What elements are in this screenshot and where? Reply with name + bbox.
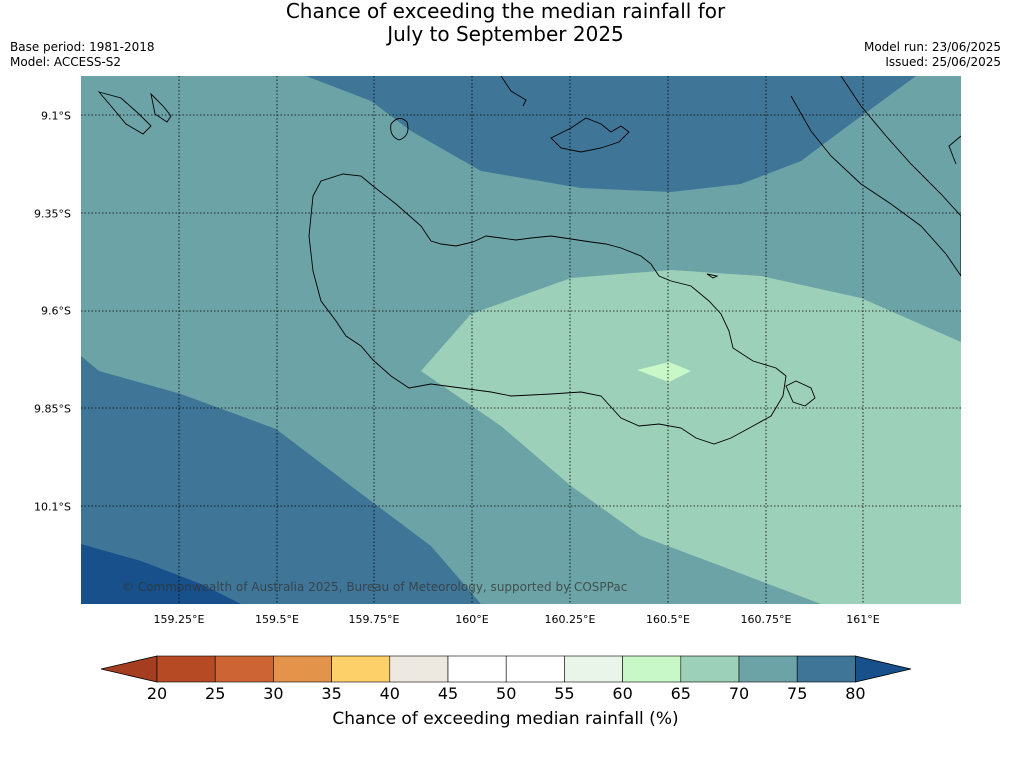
colorbar-tick-label: 55 xyxy=(554,684,575,703)
lon-label-159-5: 159.5°E xyxy=(255,613,299,626)
colorbar-segment xyxy=(273,655,332,683)
colorbar-segment xyxy=(564,655,623,683)
chart-title: Chance of exceeding the median rainfall … xyxy=(0,0,1011,46)
lat-label-9-85: 9.85°S xyxy=(34,402,71,416)
lat-label-9-35: 9.35°S xyxy=(34,207,71,221)
colorbar-tick-label: 70 xyxy=(728,684,750,703)
colorbar-tick-label: 75 xyxy=(787,684,808,703)
issued-date: Issued: 25/06/2025 xyxy=(885,55,1001,69)
colorbar xyxy=(100,655,912,683)
florida-islands xyxy=(550,117,630,153)
model-name: Model: ACCESS-S2 xyxy=(10,55,122,69)
lon-label-159-75: 159.75°E xyxy=(348,613,400,626)
lon-label-161: 161°E xyxy=(846,613,880,626)
model-run: Model run: 23/06/2025 xyxy=(863,40,1001,54)
band-60-65 xyxy=(637,362,691,382)
title-line-2: July to September 2025 xyxy=(387,22,624,46)
colorbar-tick-label: 60 xyxy=(612,684,633,703)
band-75-80-southwest xyxy=(81,356,481,604)
colorbar-segment xyxy=(156,655,216,683)
colorbar-tick-label: 50 xyxy=(496,684,517,703)
lon-label-160-75: 160.75°E xyxy=(740,613,792,626)
colorbar-segment xyxy=(622,655,682,683)
colorbar-segment xyxy=(796,655,856,683)
makira-tip xyxy=(785,380,816,407)
band-75-80-north xyxy=(306,76,916,192)
colorbar-segment xyxy=(331,655,391,683)
lon-label-160-25: 160.25°E xyxy=(544,613,596,626)
copyright-notice: © Commonwealth of Australia 2025, Bureau… xyxy=(122,580,628,594)
meta-left: Base period: 1981-2018 Model: ACCESS-S2 xyxy=(10,40,155,70)
colorbar-tick-label: 25 xyxy=(205,684,226,703)
colorbar-tick-label: 45 xyxy=(437,684,459,703)
lat-label-9-1: 9.1°S xyxy=(41,109,71,123)
colorbar-tick-label: 35 xyxy=(321,684,342,703)
colorbar-segment xyxy=(738,655,798,683)
colorbar-label: Chance of exceeding median rainfall (%) xyxy=(332,709,679,729)
russell-islands xyxy=(97,91,152,135)
colorbar-segment xyxy=(447,655,507,683)
colorbar-tick-label: 30 xyxy=(263,684,284,703)
russell-islands-2 xyxy=(150,92,172,123)
colorbar-tick-label: 20 xyxy=(146,684,168,703)
coastlines xyxy=(97,76,961,445)
meta-right: Model run: 23/06/2025 Issued: 25/06/2025 xyxy=(864,40,1001,70)
band-65-70 xyxy=(421,270,961,604)
band-80-plus xyxy=(81,544,241,604)
lat-label-10-1: 10.1°S xyxy=(34,500,71,514)
base-period: Base period: 1981-2018 xyxy=(10,40,155,54)
lon-label-159-25: 159.25°E xyxy=(153,613,205,626)
gridlines xyxy=(81,76,961,604)
lon-label-160: 160°E xyxy=(455,613,489,626)
rainfall-map xyxy=(81,76,961,604)
colorbar-arrow-high xyxy=(855,655,912,683)
colorbar-tick-label: 40 xyxy=(379,684,400,703)
colorbar-segment xyxy=(680,655,740,683)
guadalcanal-island xyxy=(308,173,787,445)
colorbar-segment xyxy=(389,655,449,683)
title-line-1: Chance of exceeding the median rainfall … xyxy=(285,0,726,23)
lon-label-160-5: 160.5°E xyxy=(646,613,690,626)
colorbar-segment xyxy=(214,655,274,683)
colorbar-tick-label: 80 xyxy=(845,684,866,703)
lat-label-9-6: 9.6°S xyxy=(41,304,71,318)
colorbar-tick-label: 65 xyxy=(670,684,691,703)
savo-island xyxy=(390,118,409,141)
colorbar-arrow-low xyxy=(100,655,158,683)
colorbar-segment xyxy=(505,655,565,683)
malaita-island xyxy=(790,76,961,277)
